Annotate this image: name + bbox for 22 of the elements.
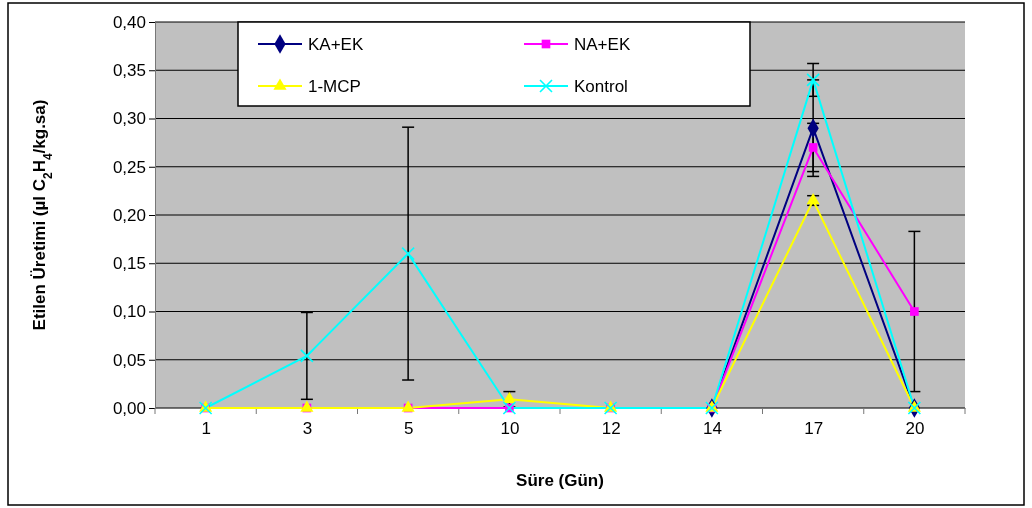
legend-label: KA+EK bbox=[308, 35, 364, 54]
y-tick-label: 0,35 bbox=[112, 61, 146, 81]
y-tick-label: 0,05 bbox=[112, 350, 146, 370]
x-tick-label: 1 bbox=[201, 419, 211, 439]
y-tick-label: 0,10 bbox=[112, 302, 146, 322]
y-tick-label: 0,20 bbox=[112, 205, 146, 225]
x-tick-label: 17 bbox=[804, 419, 824, 439]
y-tick-label: 0,30 bbox=[112, 109, 146, 129]
y-tick-label: 0,40 bbox=[112, 12, 146, 32]
legend-label: Kontrol bbox=[574, 77, 628, 96]
y-tick-label: 0,25 bbox=[112, 157, 146, 177]
x-tick-label: 5 bbox=[403, 419, 414, 439]
legend-label: 1-MCP bbox=[308, 77, 361, 96]
x-axis-title: Süre (Gün) bbox=[516, 471, 604, 490]
y-tick-label: 0,00 bbox=[112, 398, 146, 418]
x-tick-label: 12 bbox=[601, 419, 621, 439]
x-tick-label: 3 bbox=[302, 419, 313, 439]
x-tick-label: 14 bbox=[702, 419, 722, 439]
x-tick-label: 10 bbox=[500, 419, 520, 439]
y-tick-label: 0,15 bbox=[112, 254, 146, 274]
x-tick-label: 20 bbox=[905, 419, 925, 439]
legend-label: NA+EK bbox=[574, 35, 631, 54]
